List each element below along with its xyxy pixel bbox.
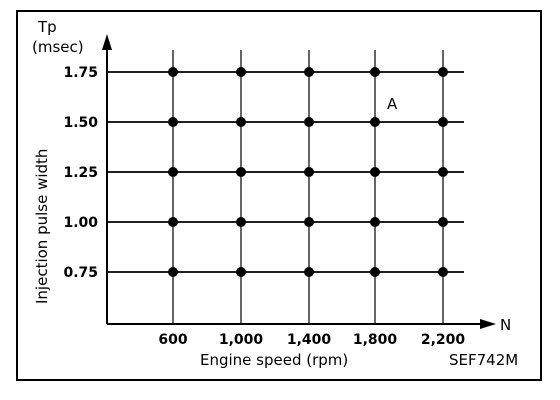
data-point — [236, 267, 246, 277]
data-point — [168, 217, 178, 227]
data-point — [304, 67, 314, 77]
data-point — [236, 167, 246, 177]
data-point — [236, 67, 246, 77]
data-point — [236, 117, 246, 127]
data-points — [168, 67, 448, 277]
y-tick-label: 1.25 — [63, 165, 98, 181]
x-axis-label: Engine speed (rpm) — [200, 351, 348, 369]
y-tick-label: 1.50 — [63, 115, 98, 131]
data-point — [438, 117, 448, 127]
chart: Tp (msec) N Injection pulse width Engine… — [32, 18, 518, 369]
grid-lines — [107, 50, 464, 324]
data-point — [370, 117, 380, 127]
data-point — [168, 117, 178, 127]
data-point — [438, 67, 448, 77]
data-point — [304, 117, 314, 127]
x-tick-label: 600 — [158, 332, 187, 348]
data-point — [370, 167, 380, 177]
data-point — [168, 167, 178, 177]
x-tick-label: 1,800 — [353, 332, 398, 348]
y-tick-label: 0.75 — [63, 265, 98, 281]
data-point — [370, 267, 380, 277]
data-point — [168, 67, 178, 77]
data-point — [236, 217, 246, 227]
y-tick-label: 1.00 — [63, 215, 98, 231]
x-tick-label: 2,200 — [421, 332, 466, 348]
labels: Tp (msec) N Injection pulse width Engine… — [32, 18, 518, 369]
y-axis-unit: (msec) — [32, 38, 84, 56]
data-point — [438, 217, 448, 227]
figure-frame: Tp (msec) N Injection pulse width Engine… — [16, 10, 542, 381]
axes — [102, 34, 496, 329]
x-tick-label: 1,400 — [287, 332, 332, 348]
data-point — [304, 217, 314, 227]
data-point — [370, 217, 380, 227]
annotation-a: A — [387, 95, 398, 113]
data-point — [370, 67, 380, 77]
x-axis-arrow — [480, 319, 496, 329]
data-point — [438, 267, 448, 277]
data-point — [304, 267, 314, 277]
y-tick-label: 1.75 — [63, 65, 98, 81]
y-axis-symbol: Tp — [37, 18, 57, 36]
x-axis-symbol: N — [500, 316, 511, 334]
x-tick-label: 1,000 — [219, 332, 264, 348]
y-axis-arrow — [102, 34, 112, 50]
data-point — [304, 167, 314, 177]
data-point — [168, 267, 178, 277]
figure-code: SEF742M — [449, 351, 518, 369]
data-point — [438, 167, 448, 177]
y-axis-label: Injection pulse width — [33, 149, 51, 304]
